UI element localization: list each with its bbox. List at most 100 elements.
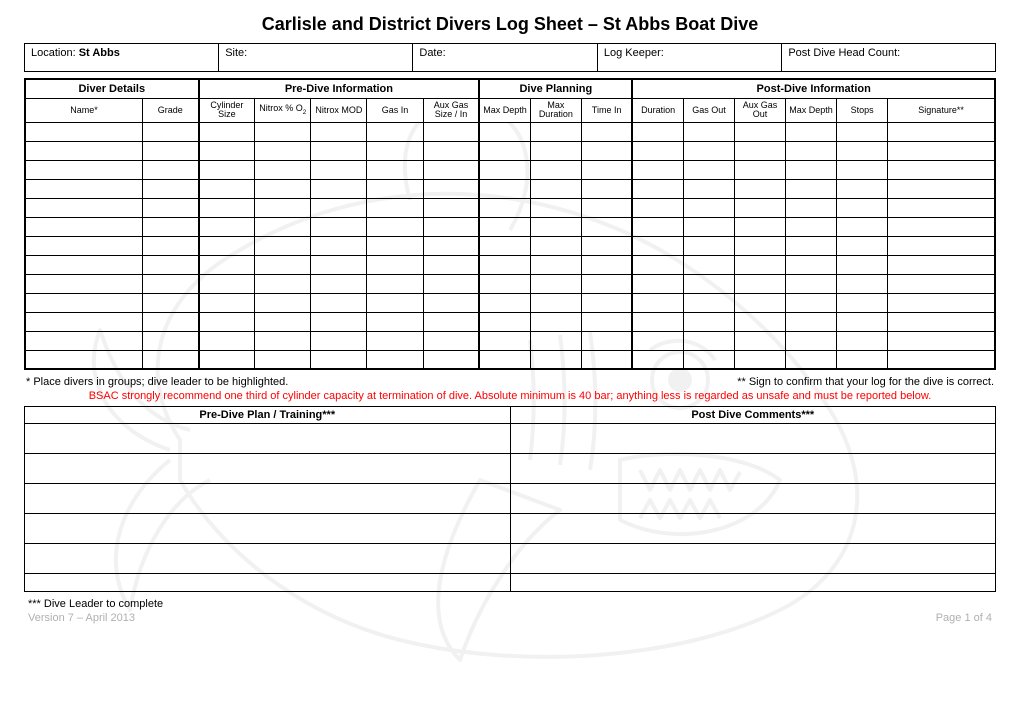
table-cell [367,179,423,198]
table-cell [255,255,311,274]
table-cell [423,350,479,369]
table-cell [142,331,198,350]
col-cyl-size: Cylinder Size [199,99,255,123]
dive-log-table: Diver Details Pre-Dive Information Dive … [24,78,996,370]
table-row [25,312,995,331]
col-name: Name* [25,99,142,123]
grp-planning: Dive Planning [479,79,632,99]
table-cell [735,198,786,217]
table-cell [199,274,255,293]
table-cell [142,236,198,255]
table-cell [581,350,632,369]
table-cell [142,179,198,198]
table-cell [683,122,734,141]
col-aux-in: Aux Gas Size / In [423,99,479,123]
info-location-value: St Abbs [79,47,120,59]
comments-table: Pre-Dive Plan / Training*** Post Dive Co… [24,406,996,592]
table-cell [25,331,142,350]
table-cell [786,293,837,312]
col-nitrox-o2-text: Nitrox % O [259,103,303,113]
comments-post-header: Post Dive Comments*** [510,407,996,424]
table-cell [735,255,786,274]
table-cell [837,160,888,179]
table-row [25,544,996,574]
footer-page: Page 1 of 4 [936,612,992,624]
table-cell [423,217,479,236]
table-cell [888,236,995,255]
table-cell [581,255,632,274]
table-cell [311,179,367,198]
table-cell [683,293,734,312]
table-cell [632,198,683,217]
table-cell [888,331,995,350]
table-cell [142,198,198,217]
table-cell [255,274,311,293]
col-duration: Duration [632,99,683,123]
table-cell [311,141,367,160]
page-title: Carlisle and District Divers Log Sheet –… [24,14,996,35]
table-cell [581,160,632,179]
table-row [25,236,995,255]
table-cell [510,484,996,514]
col-nitrox-mod: Nitrox MOD [311,99,367,123]
table-cell [311,350,367,369]
table-cell [683,198,734,217]
warning-text: BSAC strongly recommend one third of cyl… [24,390,996,402]
info-headcount-label: Post Dive Head Count: [788,47,900,59]
table-cell [530,122,581,141]
table-row [25,293,995,312]
table-cell [25,293,142,312]
table-cell [735,141,786,160]
footer-version: Version 7 – April 2013 [28,612,135,624]
table-cell [632,274,683,293]
table-cell [311,255,367,274]
table-cell [199,141,255,160]
col-aux-out: Aux Gas Out [735,99,786,123]
table-cell [142,160,198,179]
table-cell [530,217,581,236]
table-cell [683,274,734,293]
table-cell [479,141,530,160]
table-cell [25,514,511,544]
table-cell [479,350,530,369]
table-cell [683,350,734,369]
table-row [25,514,996,544]
table-cell [530,312,581,331]
table-cell [786,122,837,141]
table-cell [786,179,837,198]
table-cell [479,160,530,179]
table-cell [479,312,530,331]
table-cell [255,217,311,236]
table-cell [510,574,996,592]
table-cell [632,255,683,274]
table-cell [25,454,511,484]
table-cell [530,179,581,198]
table-cell [479,198,530,217]
table-cell [25,122,142,141]
table-cell [510,454,996,484]
table-cell [632,236,683,255]
table-cell [632,293,683,312]
table-cell [735,331,786,350]
table-cell [837,331,888,350]
table-cell [479,179,530,198]
col-max-depth-plan: Max Depth [479,99,530,123]
table-cell [199,122,255,141]
table-cell [530,198,581,217]
info-site-label: Site: [225,47,247,59]
table-cell [311,160,367,179]
table-cell [510,544,996,574]
table-cell [632,217,683,236]
table-cell [581,179,632,198]
table-cell [142,274,198,293]
table-cell [199,179,255,198]
table-cell [25,217,142,236]
table-cell [199,255,255,274]
table-cell [423,198,479,217]
table-row [25,574,996,592]
col-signature: Signature** [888,99,995,123]
table-row [25,122,995,141]
table-cell [735,160,786,179]
table-cell [837,217,888,236]
table-cell [683,160,734,179]
